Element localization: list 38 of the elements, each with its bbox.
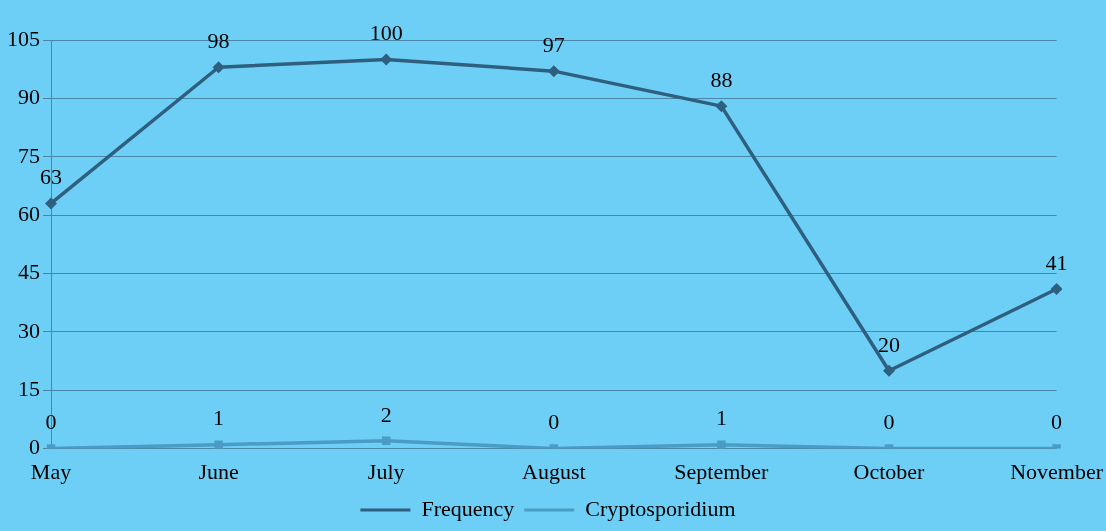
data-label: 0 — [548, 409, 560, 435]
y-tick-label: 60 — [18, 200, 40, 226]
y-tick-label: 15 — [18, 376, 40, 402]
y-tick-label: 45 — [18, 259, 40, 285]
point — [717, 440, 726, 449]
y-tick-label: 105 — [7, 25, 40, 51]
point — [715, 100, 728, 113]
x-tick-label: July — [367, 458, 405, 484]
y-tick-label: 75 — [18, 142, 40, 168]
legend-label: Frequency — [421, 495, 515, 521]
data-label: 1 — [715, 405, 727, 431]
point — [212, 61, 225, 74]
data-label: 98 — [207, 28, 230, 54]
legend-label: Cryptosporidium — [585, 495, 736, 521]
point — [45, 197, 57, 210]
y-tick-label: 90 — [18, 84, 40, 110]
data-label: 63 — [40, 164, 62, 190]
data-label: 100 — [369, 20, 403, 46]
x-tick-label: May — [30, 458, 72, 484]
data-label: 97 — [542, 31, 565, 57]
data-label: 88 — [710, 66, 733, 92]
data-label: 20 — [877, 331, 900, 357]
y-tick-label: 0 — [29, 434, 40, 460]
point — [214, 440, 223, 449]
data-label: 2 — [380, 401, 392, 427]
data-label: 0 — [45, 409, 57, 435]
point — [882, 364, 895, 377]
x-tick-label: August — [522, 458, 586, 484]
x-tick-label: June — [198, 458, 239, 484]
data-label: 0 — [1051, 409, 1063, 435]
data-label: 0 — [883, 409, 895, 435]
y-tick-label: 30 — [18, 317, 40, 343]
x-tick-label: September — [674, 458, 770, 484]
point — [1050, 283, 1063, 296]
data-label: 1 — [213, 405, 225, 431]
x-tick-label: October — [853, 458, 926, 484]
x-tick-label: November — [1010, 458, 1104, 484]
data-label: 41 — [1045, 249, 1068, 275]
